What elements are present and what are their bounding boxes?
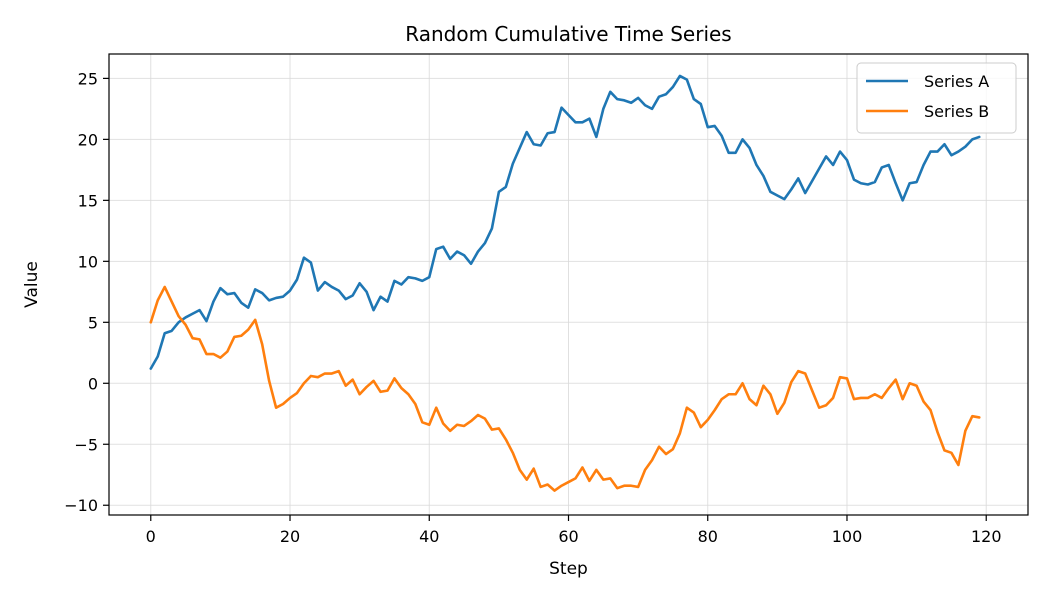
y-tick-label: 25 — [78, 69, 98, 88]
y-tick-label: 5 — [88, 313, 98, 332]
ticks: 0 20 40 60 80 100 120 −10 −5 0 5 10 15 20 25 — [64, 69, 1001, 546]
x-tick-label: 100 — [832, 527, 863, 546]
legend-label-series-a: Series A — [924, 72, 989, 91]
y-axis-label: Value — [22, 261, 42, 308]
y-tick-label: 15 — [78, 191, 98, 210]
series-line-series-a — [149, 74, 981, 370]
y-tick-label: −10 — [64, 496, 98, 515]
legend-label-series-b: Series B — [924, 102, 989, 121]
x-tick-label: 80 — [698, 527, 718, 546]
y-tick-label: 10 — [78, 252, 98, 271]
legend: Series A Series B — [856, 62, 1017, 134]
series-layer — [149, 74, 981, 492]
chart-title: Random Cumulative Time Series — [405, 22, 731, 46]
x-tick-label: 0 — [146, 527, 156, 546]
series-line-series-b — [149, 285, 981, 492]
y-tick-label: 20 — [78, 130, 98, 149]
grid — [109, 54, 1028, 515]
x-tick-label: 60 — [558, 527, 578, 546]
x-axis-label: Step — [549, 559, 588, 579]
x-tick-label: 120 — [971, 527, 1002, 546]
x-tick-label: 20 — [280, 527, 300, 546]
y-tick-label: 0 — [88, 374, 98, 393]
y-tick-label: −5 — [74, 435, 98, 454]
x-tick-label: 40 — [419, 527, 439, 546]
